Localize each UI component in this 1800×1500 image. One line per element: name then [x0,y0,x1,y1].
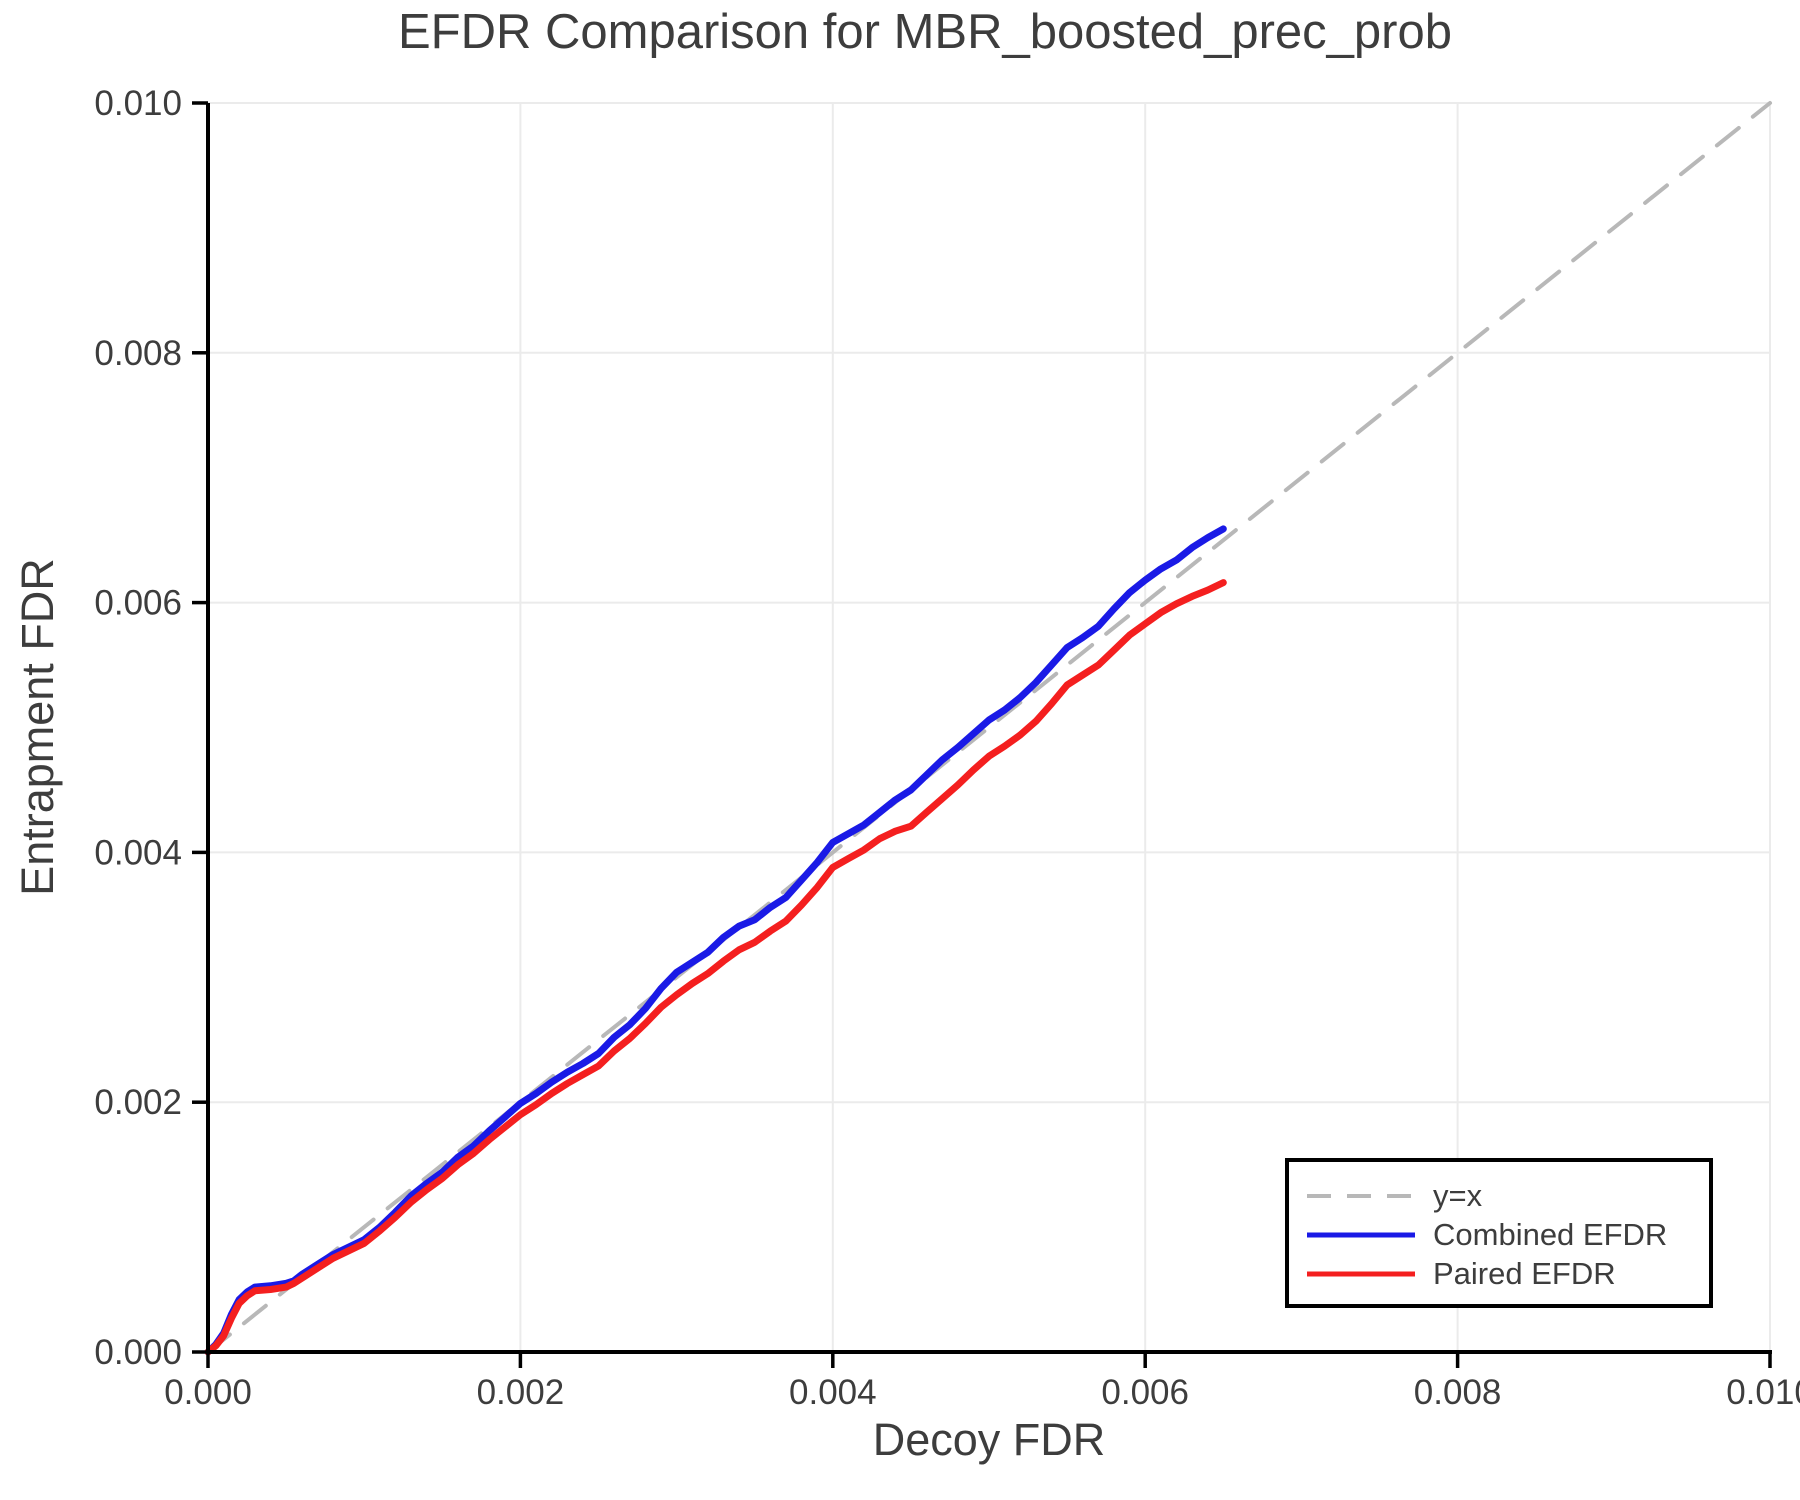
x-tick-label: 0.002 [477,1373,565,1412]
y-tick-label: 0.006 [94,584,182,623]
y-tick-label: 0.008 [94,334,182,373]
legend-item-yx: y=x [1305,1176,1709,1215]
legend-swatch-combined-efdr-line [1307,1232,1415,1237]
y-tick-label: 0.002 [94,1083,182,1122]
legend-swatch-yx-dashed-line [1307,1193,1415,1198]
legend-item-paired-efdr: Paired EFDR [1305,1254,1709,1293]
legend-label-yx: y=x [1433,1178,1483,1213]
y-x-line [206,101,1772,1354]
legend-label-combined-efdr: Combined EFDR [1433,1217,1668,1252]
y-tick-label: 0.010 [94,84,182,123]
x-tick-label: 0.004 [789,1373,877,1412]
legend-item-combined-efdr: Combined EFDR [1305,1215,1709,1254]
tick-labels: 0.000 0.002 0.004 0.006 0.008 0.010 0.000 0.002… [94,84,1800,1412]
y-tick-label: 0.004 [94,833,182,872]
y-tick-label: 0.000 [94,1333,182,1372]
legend-box: y=x Combined EFDR Paired EFDR [1285,1158,1713,1308]
x-axis-label: Decoy FDR [872,1414,1106,1465]
y-axis-label: Entrapment FDR [12,558,63,896]
axes [192,101,1772,1368]
x-tick-label: 0.010 [1726,1373,1800,1412]
legend-label-paired-efdr: Paired EFDR [1433,1256,1616,1291]
chart-title: EFDR Comparison for MBR_boosted_prec_pro… [398,5,1452,59]
paired-efdr-line [204,579,1227,1356]
x-tick-label: 0.000 [164,1373,252,1412]
x-tick-label: 0.008 [1414,1373,1502,1412]
gridlines [208,102,1771,1352]
x-tick-label: 0.006 [1101,1373,1189,1412]
data-series [204,101,1772,1356]
legend-swatch-paired-efdr-line [1307,1271,1415,1276]
